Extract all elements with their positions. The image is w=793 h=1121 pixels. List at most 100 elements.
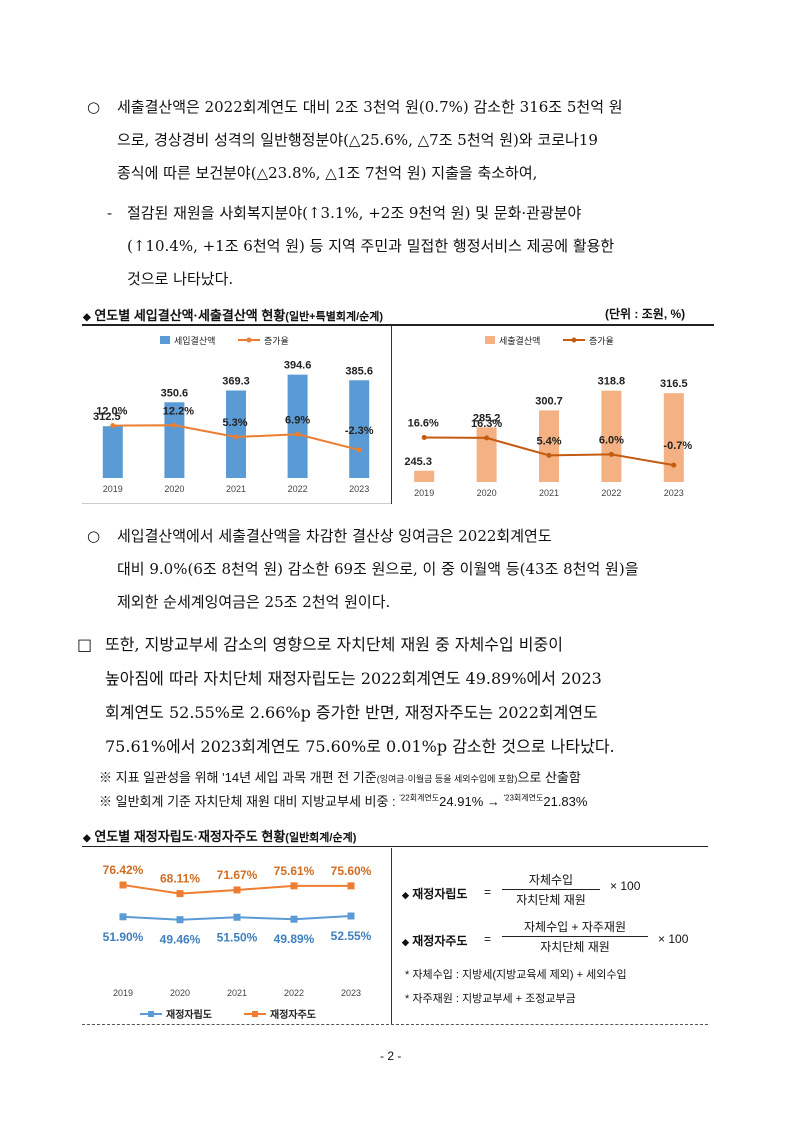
p1-bullet: ○ [87, 98, 101, 116]
growth-label-2020: 16.3% [471, 418, 502, 430]
x-tick-2020: 2020 [164, 484, 184, 494]
bar-label-2022: 394.6 [284, 360, 312, 372]
x-tick-2022: 2022 [288, 484, 308, 494]
bar-label-2021: 300.7 [535, 395, 563, 407]
point-label-재정자립도-2022: 49.89% [274, 932, 315, 946]
legend-marker-재정자주도 [252, 1011, 258, 1017]
p1-line3: 종식에 따른 보건분야(△23.8%, △1조 7천억 원) 지출을 축소하여, [117, 164, 538, 182]
point-label-재정자립도-2023: 52.55% [331, 929, 372, 943]
bar-2020 [164, 402, 185, 478]
growth-label-2023: -0.7% [663, 440, 692, 452]
def-own-revenue: * 자체수입 : 지방세(지방교육세 제외) + 세외수입 [405, 969, 627, 981]
growth-label-2022: 6.0% [599, 434, 624, 446]
growth-point-2020 [484, 435, 490, 441]
point-label-재정자주도-2020: 68.11% [160, 872, 200, 886]
bar-label-2020: 285.2 [473, 412, 501, 424]
legend-swatch-bar [485, 336, 495, 344]
p1-line1: 세출결산액은 2022회계연도 대비 2조 3천억 원(0.7%) 감소한 31… [117, 98, 623, 116]
note-1: ※ 지표 일관성을 위해 '14년 세입 과목 개편 전 기준(잉여금·이월금 … [99, 770, 581, 785]
diamond-icon: ◆ [83, 833, 91, 844]
x-tick-2019: 2019 [113, 988, 133, 998]
p3-line1: 또한, 지방교부세 감소의 영향으로 자치단체 재원 중 자체수입 비중이 [105, 635, 563, 654]
section2-bottom-rule [82, 1024, 708, 1025]
bar-2020 [476, 427, 497, 482]
marker-재정자주도-2022 [290, 882, 298, 890]
section2-subtitle: (일반회계/순계) [285, 832, 357, 844]
bar-label-2019: 312.5 [93, 411, 121, 423]
point-label-재정자립도-2021: 51.50% [217, 930, 258, 944]
x-tick-2019: 2019 [103, 484, 123, 494]
legend-label-bar: 세출결산액 [499, 335, 540, 346]
bar-label-2021: 369.3 [222, 376, 250, 388]
growth-point-2023 [356, 447, 362, 453]
p3-line3: 회계연도 52.55%로 2.66%p 증가한 반면, 재정자주도는 2022회… [105, 703, 598, 722]
growth-label-2023: -2.3% [345, 425, 374, 437]
marker-재정자주도-2023 [347, 882, 355, 890]
revenue-chart: 세입결산액 증가율 312.5 2019 350.6 2020 369.3 2021 394.6… [93, 335, 374, 494]
legend-swatch-bar [160, 336, 170, 344]
p1-sub2: (↑10.4%, +1조 6천억 원) 등 지역 주민과 밀접한 행정서비스 제… [127, 237, 615, 255]
marker-재정자주도-2021 [233, 886, 241, 894]
growth-point-2021 [233, 434, 239, 440]
p1-line2: 으로, 경상경비 성격의 일반행정분야(△25.6%, △7조 5천억 원)와 … [117, 131, 598, 149]
bar-label-2022: 318.8 [598, 376, 626, 388]
growth-label-2022: 6.9% [285, 414, 310, 426]
section2-title: ◆ 연도별 재정자립도·재정자주도 현황(일반회계/순계) [83, 826, 356, 845]
section1-subtitle: (일반+특별회계/순계) [285, 311, 384, 323]
formula-divider [391, 848, 392, 1024]
legend-label-line: 증가율 [589, 336, 614, 346]
p3-line2: 높아짐에 따라 자치단체 재정자립도는 2022회계연도 49.89%에서 20… [105, 669, 602, 688]
bar-2023 [663, 393, 684, 482]
point-label-재정자주도-2021: 71.67% [217, 868, 258, 882]
marker-재정자립도-2021 [233, 913, 241, 921]
growth-point-2021 [546, 452, 552, 458]
point-label-재정자립도-2019: 51.90% [103, 930, 144, 944]
p3-line4: 75.61%에서 2023회계연도 75.60%로 0.01%p 감소한 것으로… [105, 737, 615, 756]
diamond-icon: ◆ [402, 937, 409, 947]
section1-rule [82, 324, 714, 326]
marker-재정자주도-2019 [119, 881, 127, 889]
bar-label-2023: 316.5 [660, 378, 688, 390]
legend-marker-line [571, 337, 577, 343]
growth-label-2019: 12.0% [96, 406, 127, 418]
def-autonomous-revenue: * 자주재원 : 지방교부세 + 조정교부금 [405, 993, 576, 1005]
growth-point-2023 [671, 462, 677, 468]
bar-2021 [226, 390, 246, 478]
x-tick-2020: 2020 [477, 488, 497, 498]
x-tick-2019: 2019 [414, 488, 434, 498]
bar-label-2023: 385.6 [345, 365, 373, 377]
growth-point-2019 [421, 434, 427, 440]
p1-sub1: 절감된 재원을 사회복지분야(↑3.1%, +2조 9천억 원) 및 문화·관광… [127, 204, 582, 222]
p3-bullet: □ [77, 635, 93, 654]
section1-unit: (단위 : 조원, %) [605, 307, 686, 321]
x-tick-2023: 2023 [341, 988, 361, 998]
x-tick-2021: 2021 [227, 988, 247, 998]
bar-label-2019: 245.3 [404, 456, 432, 468]
growth-label-2020: 12.2% [163, 405, 194, 417]
bar-2019 [102, 426, 123, 478]
chart1-bottom-rule [82, 503, 391, 504]
p2-bullet: ○ [87, 527, 101, 545]
section2-title-text: 연도별 재정자립도·재정자주도 현황 [94, 829, 286, 844]
growth-point-2022 [608, 451, 614, 457]
formula-autonomy: ◆ 재정자주도 = 자체수입 + 자주재원 자치단체 재원 × 100 [402, 920, 689, 954]
page-number: - 2 - [380, 1049, 402, 1063]
chart-divider [391, 326, 392, 504]
legend-label-재정자립도: 재정자립도 [166, 1008, 212, 1021]
legend-label-line: 증가율 [264, 336, 289, 346]
x-tick-2023: 2023 [664, 488, 684, 498]
growth-point-2022 [295, 431, 301, 437]
point-label-재정자주도-2019: 76.42% [103, 863, 144, 877]
marker-재정자립도-2019 [119, 913, 127, 921]
growth-point-2020 [171, 422, 177, 428]
bar-2023 [349, 380, 370, 478]
fiscal-ratio-chart: 51.90% 49.46% 51.50% 49.89% 52.55% 76.42% 68.1… [103, 863, 372, 1021]
p2-line2: 대비 9.0%(6조 8천억 원) 감소한 69조 원으로, 이 중 이월액 등… [117, 560, 639, 578]
point-label-재정자주도-2022: 75.61% [274, 864, 315, 878]
p2-line3: 제외한 순세계잉여금은 25조 2천억 원이다. [117, 593, 391, 611]
x-tick-2021: 2021 [539, 488, 559, 498]
growth-point-2019 [110, 423, 116, 429]
legend-marker-line [246, 337, 252, 343]
bar-2021 [539, 410, 559, 482]
section1-title-text: 연도별 세입결산액·세출결산액 현황 [94, 308, 286, 323]
